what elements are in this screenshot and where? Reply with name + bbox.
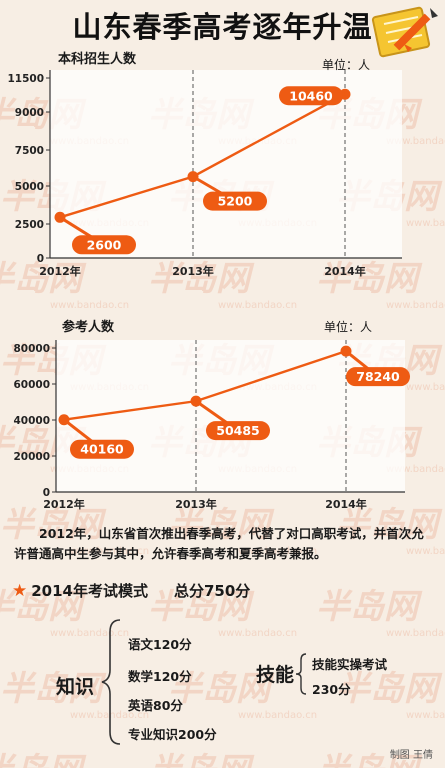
watermark-logo: 半岛网	[336, 505, 443, 545]
y-tick-label: 0	[43, 487, 50, 499]
watermark-url: www.bandao.cn	[406, 218, 445, 229]
knowledge-brace-icon	[101, 619, 121, 745]
watermark-logo: 半岛网	[148, 587, 255, 627]
x-tick-label: 2013年	[172, 264, 214, 278]
y-tick-label: 11500	[7, 73, 44, 85]
plot-area	[50, 70, 402, 258]
y-tick-label: 20000	[13, 451, 50, 463]
watermark-url: www.bandao.cn	[406, 382, 445, 393]
watermark-logo: 半岛网	[148, 259, 255, 299]
data-label: 10460	[289, 88, 333, 103]
y-tick-label: 2500	[15, 219, 44, 231]
knowledge-label: 知识	[56, 676, 95, 698]
watermark-logo: 半岛网	[168, 505, 275, 545]
data-label: 5200	[218, 194, 253, 209]
watermark-url: www.bandao.cn	[238, 710, 317, 721]
watermark-logo: 半岛网	[0, 505, 107, 545]
skill-item-score: 230分	[312, 682, 351, 697]
watermark-logo: 半岛网	[0, 669, 107, 709]
data-label-box	[346, 367, 410, 387]
y-tick-label: 80000	[13, 343, 50, 355]
watermark-logo: 半岛网	[316, 751, 423, 768]
chart2-label: 参考人数	[62, 320, 115, 335]
plot-area	[56, 340, 405, 492]
x-tick-label: 2014年	[324, 264, 366, 278]
watermark-url: www.bandao.cn	[406, 710, 445, 721]
chart1-label: 本科招生人数	[58, 52, 137, 67]
credit: 制图 王倩	[389, 750, 433, 761]
star-icon: ★	[12, 580, 28, 601]
y-tick-label: 40000	[13, 415, 50, 427]
exam-mode-total: 总分750分	[174, 582, 251, 600]
notepad-pencil-icon	[371, 6, 438, 58]
skill-label: 技能	[256, 664, 295, 686]
skill-item-practical: 技能实操考试	[312, 657, 388, 672]
watermark-url: www.bandao.cn	[386, 300, 445, 311]
y-tick-label: 7500	[15, 145, 44, 157]
watermark-url: www.bandao.cn	[386, 464, 445, 475]
data-label-box	[72, 235, 136, 255]
data-label: 50485	[216, 423, 260, 438]
y-tick-label: 0	[37, 253, 44, 265]
data-label: 78240	[356, 369, 400, 384]
watermark-url: www.bandao.cn	[70, 546, 149, 557]
data-label-box	[203, 191, 267, 211]
data-label: 40160	[80, 442, 124, 457]
y-tick-label: 5000	[15, 181, 44, 193]
watermark-logo: 半岛网	[148, 751, 255, 768]
y-tick-label: 60000	[13, 379, 50, 391]
watermark-logo: 半岛网	[316, 587, 423, 627]
data-label-box	[70, 439, 134, 459]
watermark-url: www.bandao.cn	[238, 546, 317, 557]
chart1-unit: 单位：人	[322, 58, 371, 72]
watermark-logo: 半岛网	[336, 669, 443, 709]
exam-mode-heading: ★ 2014年考试模式 总分750分	[12, 580, 250, 601]
x-tick-label: 2012年	[43, 497, 85, 511]
x-tick-label: 2012年	[39, 264, 81, 278]
watermark-logo: 半岛网	[0, 259, 87, 299]
watermark-url: www.bandao.cn	[406, 546, 445, 557]
watermark-url: www.bandao.cn	[218, 300, 297, 311]
watermark-logo: 半岛网	[0, 751, 87, 768]
watermark-url: www.bandao.cn	[218, 628, 297, 639]
watermark-logo: 半岛网	[316, 259, 423, 299]
description-paragraph: 2012年，山东省首次推出春季高考，代替了对口高职考试，并首次允许普通高中生参与…	[14, 526, 424, 561]
watermark-logo: 半岛网	[0, 587, 87, 627]
knowledge-item-professional: 专业知识200分	[128, 727, 217, 742]
x-tick-label: 2013年	[175, 497, 217, 511]
data-label-box	[206, 421, 270, 441]
watermark-url: www.bandao.cn	[50, 628, 129, 639]
y-tick-label: 9000	[15, 107, 44, 119]
watermark-logo: 半岛网	[168, 669, 275, 709]
exam-mode-title: 2014年考试模式	[31, 582, 148, 600]
page-title: 山东春季高考逐年升温	[72, 10, 373, 44]
skill-brace-icon	[295, 653, 307, 695]
chart2-unit: 单位：人	[324, 320, 373, 334]
watermark-url: www.bandao.cn	[386, 136, 445, 147]
knowledge-item-english: 英语80分	[128, 698, 183, 713]
watermark-url: www.bandao.cn	[386, 628, 445, 639]
knowledge-item-chinese: 语文120分	[128, 637, 192, 652]
data-label-box	[279, 86, 343, 106]
knowledge-item-math: 数学120分	[128, 669, 192, 684]
watermark-url: www.bandao.cn	[50, 300, 129, 311]
data-label: 2600	[87, 237, 122, 252]
x-tick-label: 2014年	[325, 497, 367, 511]
